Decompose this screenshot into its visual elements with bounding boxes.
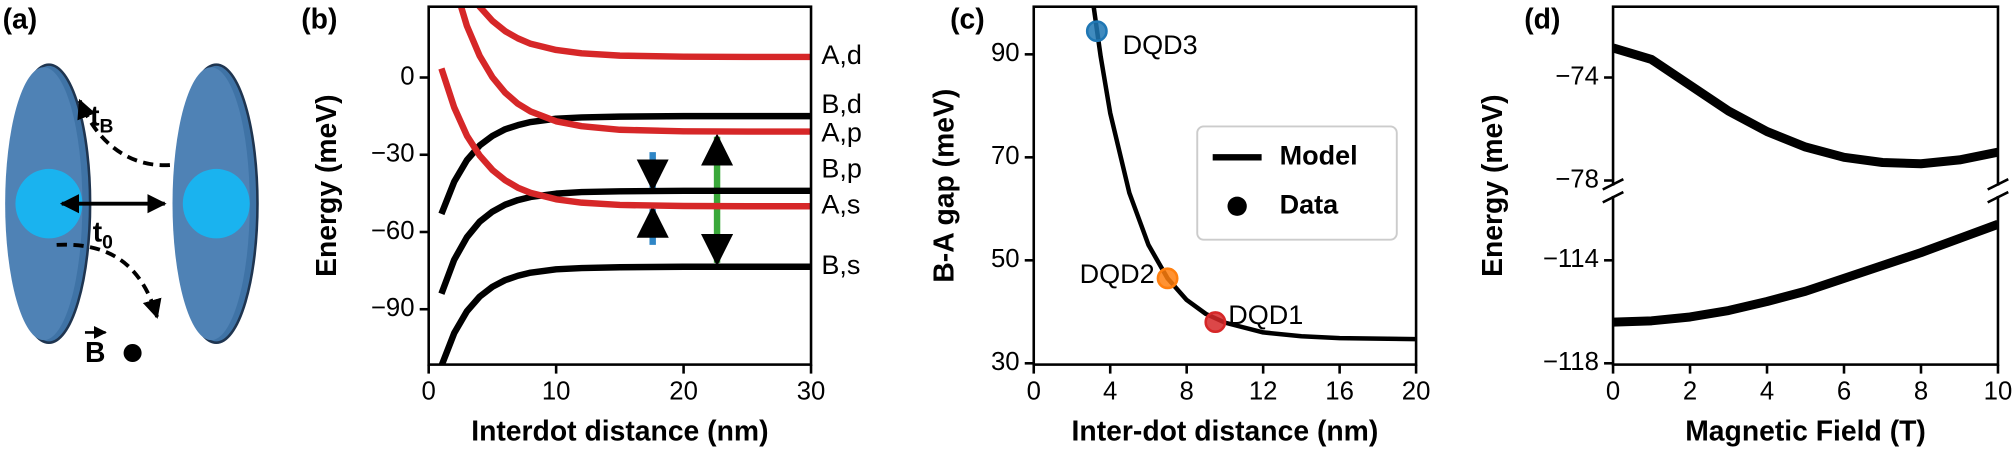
tunnel-label-main: t <box>90 101 100 133</box>
x-tick-label: 4 <box>1760 378 1774 406</box>
point-label: DQD1 <box>1228 300 1303 330</box>
series-line <box>438 112 812 216</box>
series-label: A,s <box>821 189 860 219</box>
legend-label: Data <box>1280 189 1340 219</box>
panel-label: (b) <box>301 3 337 35</box>
axes-frame <box>1032 5 1418 366</box>
x-tick-label: 30 <box>797 378 826 406</box>
series-line <box>438 187 812 295</box>
axis-break <box>1602 178 1624 191</box>
tunnel-label-main: t <box>93 217 103 249</box>
x-tick-label: 12 <box>1249 378 1278 406</box>
series-line <box>457 6 812 135</box>
y-tick-label: −90 <box>371 294 415 322</box>
axis-break-gap <box>1990 185 2006 196</box>
y-tick-label: 0 <box>400 62 414 90</box>
series-line <box>475 6 812 61</box>
axis-break <box>1987 178 2009 191</box>
x-axis-label: Inter-dot distance (nm) <box>1072 415 1379 447</box>
dot-center <box>182 168 250 239</box>
y-axis-label: Energy (meV) <box>1477 94 1509 277</box>
series-line <box>438 263 812 365</box>
arrow <box>77 98 171 168</box>
data-point <box>1156 267 1179 290</box>
y-tick-label: −60 <box>371 217 415 245</box>
y-tick-label: 70 <box>991 142 1020 170</box>
data-point <box>1085 20 1108 43</box>
x-tick-label: 8 <box>1180 378 1194 406</box>
point-label: DQD3 <box>1123 30 1198 60</box>
y-tick-label: 30 <box>991 348 1020 376</box>
y-axis-label: B-A gap (meV) <box>929 89 961 283</box>
arrow <box>56 242 162 319</box>
x-tick-label: 0 <box>1606 378 1620 406</box>
tunnel-label-sub: 0 <box>102 233 113 254</box>
series-line <box>1613 43 1998 169</box>
point-label: DQD2 <box>1080 259 1155 289</box>
axis-break <box>1987 190 2009 204</box>
y-tick-label: 90 <box>991 39 1020 67</box>
axes-frame <box>427 5 813 366</box>
legend-label: Model <box>1280 140 1358 170</box>
x-tick-label: 10 <box>1984 378 2013 406</box>
y-tick-label: 50 <box>991 245 1020 273</box>
x-axis-label: Interdot distance (nm) <box>471 415 768 447</box>
series-label: A,d <box>821 40 862 70</box>
series-label: B,s <box>821 250 860 280</box>
x-tick-label: 20 <box>669 378 698 406</box>
data-point <box>1204 311 1227 334</box>
panel-label: (a) <box>3 3 38 35</box>
x-tick-label: 0 <box>1027 378 1041 406</box>
x-tick-label: 0 <box>422 378 436 406</box>
x-tick-label: 8 <box>1914 378 1928 406</box>
y-tick-label: −74 <box>1555 62 1599 90</box>
legend-swatch <box>1227 196 1247 216</box>
series-line <box>438 67 812 210</box>
series-label: A,p <box>821 117 862 147</box>
series-label: B,p <box>821 153 862 183</box>
x-tick-label: 10 <box>542 378 571 406</box>
y-tick-label: −118 <box>1543 348 1599 376</box>
axis-break-gap <box>1605 185 1621 196</box>
tunnel-label: t0 <box>93 217 113 254</box>
axis-break <box>1602 190 1624 204</box>
panel-label: (c) <box>950 3 985 35</box>
y-tick-label: −30 <box>371 140 415 168</box>
x-axis-label: Magnetic Field (T) <box>1685 415 1926 447</box>
tunnel-label-sub: B <box>100 117 114 138</box>
series-line <box>1613 220 1998 327</box>
field-label: B <box>85 337 105 369</box>
annotation-arrows <box>636 133 734 267</box>
x-tick-label: 20 <box>1402 378 1431 406</box>
panel-label: (d) <box>1524 3 1560 35</box>
y-tick-label: −114 <box>1543 245 1599 273</box>
dot-center <box>15 168 83 239</box>
x-tick-label: 16 <box>1325 378 1354 406</box>
y-tick-label: −78 <box>1555 165 1599 193</box>
y-axis-label: Energy (meV) <box>311 94 343 277</box>
x-tick-label: 6 <box>1837 378 1851 406</box>
axes-frame <box>1611 5 2000 366</box>
tunnel-label: tB <box>90 101 113 138</box>
series-label: B,d <box>821 89 862 119</box>
x-tick-label: 2 <box>1683 378 1697 406</box>
diagram: tB t0 B <box>5 63 259 369</box>
series-line <box>1091 6 1417 342</box>
x-tick-label: 4 <box>1103 378 1117 406</box>
field-dot <box>123 343 142 363</box>
